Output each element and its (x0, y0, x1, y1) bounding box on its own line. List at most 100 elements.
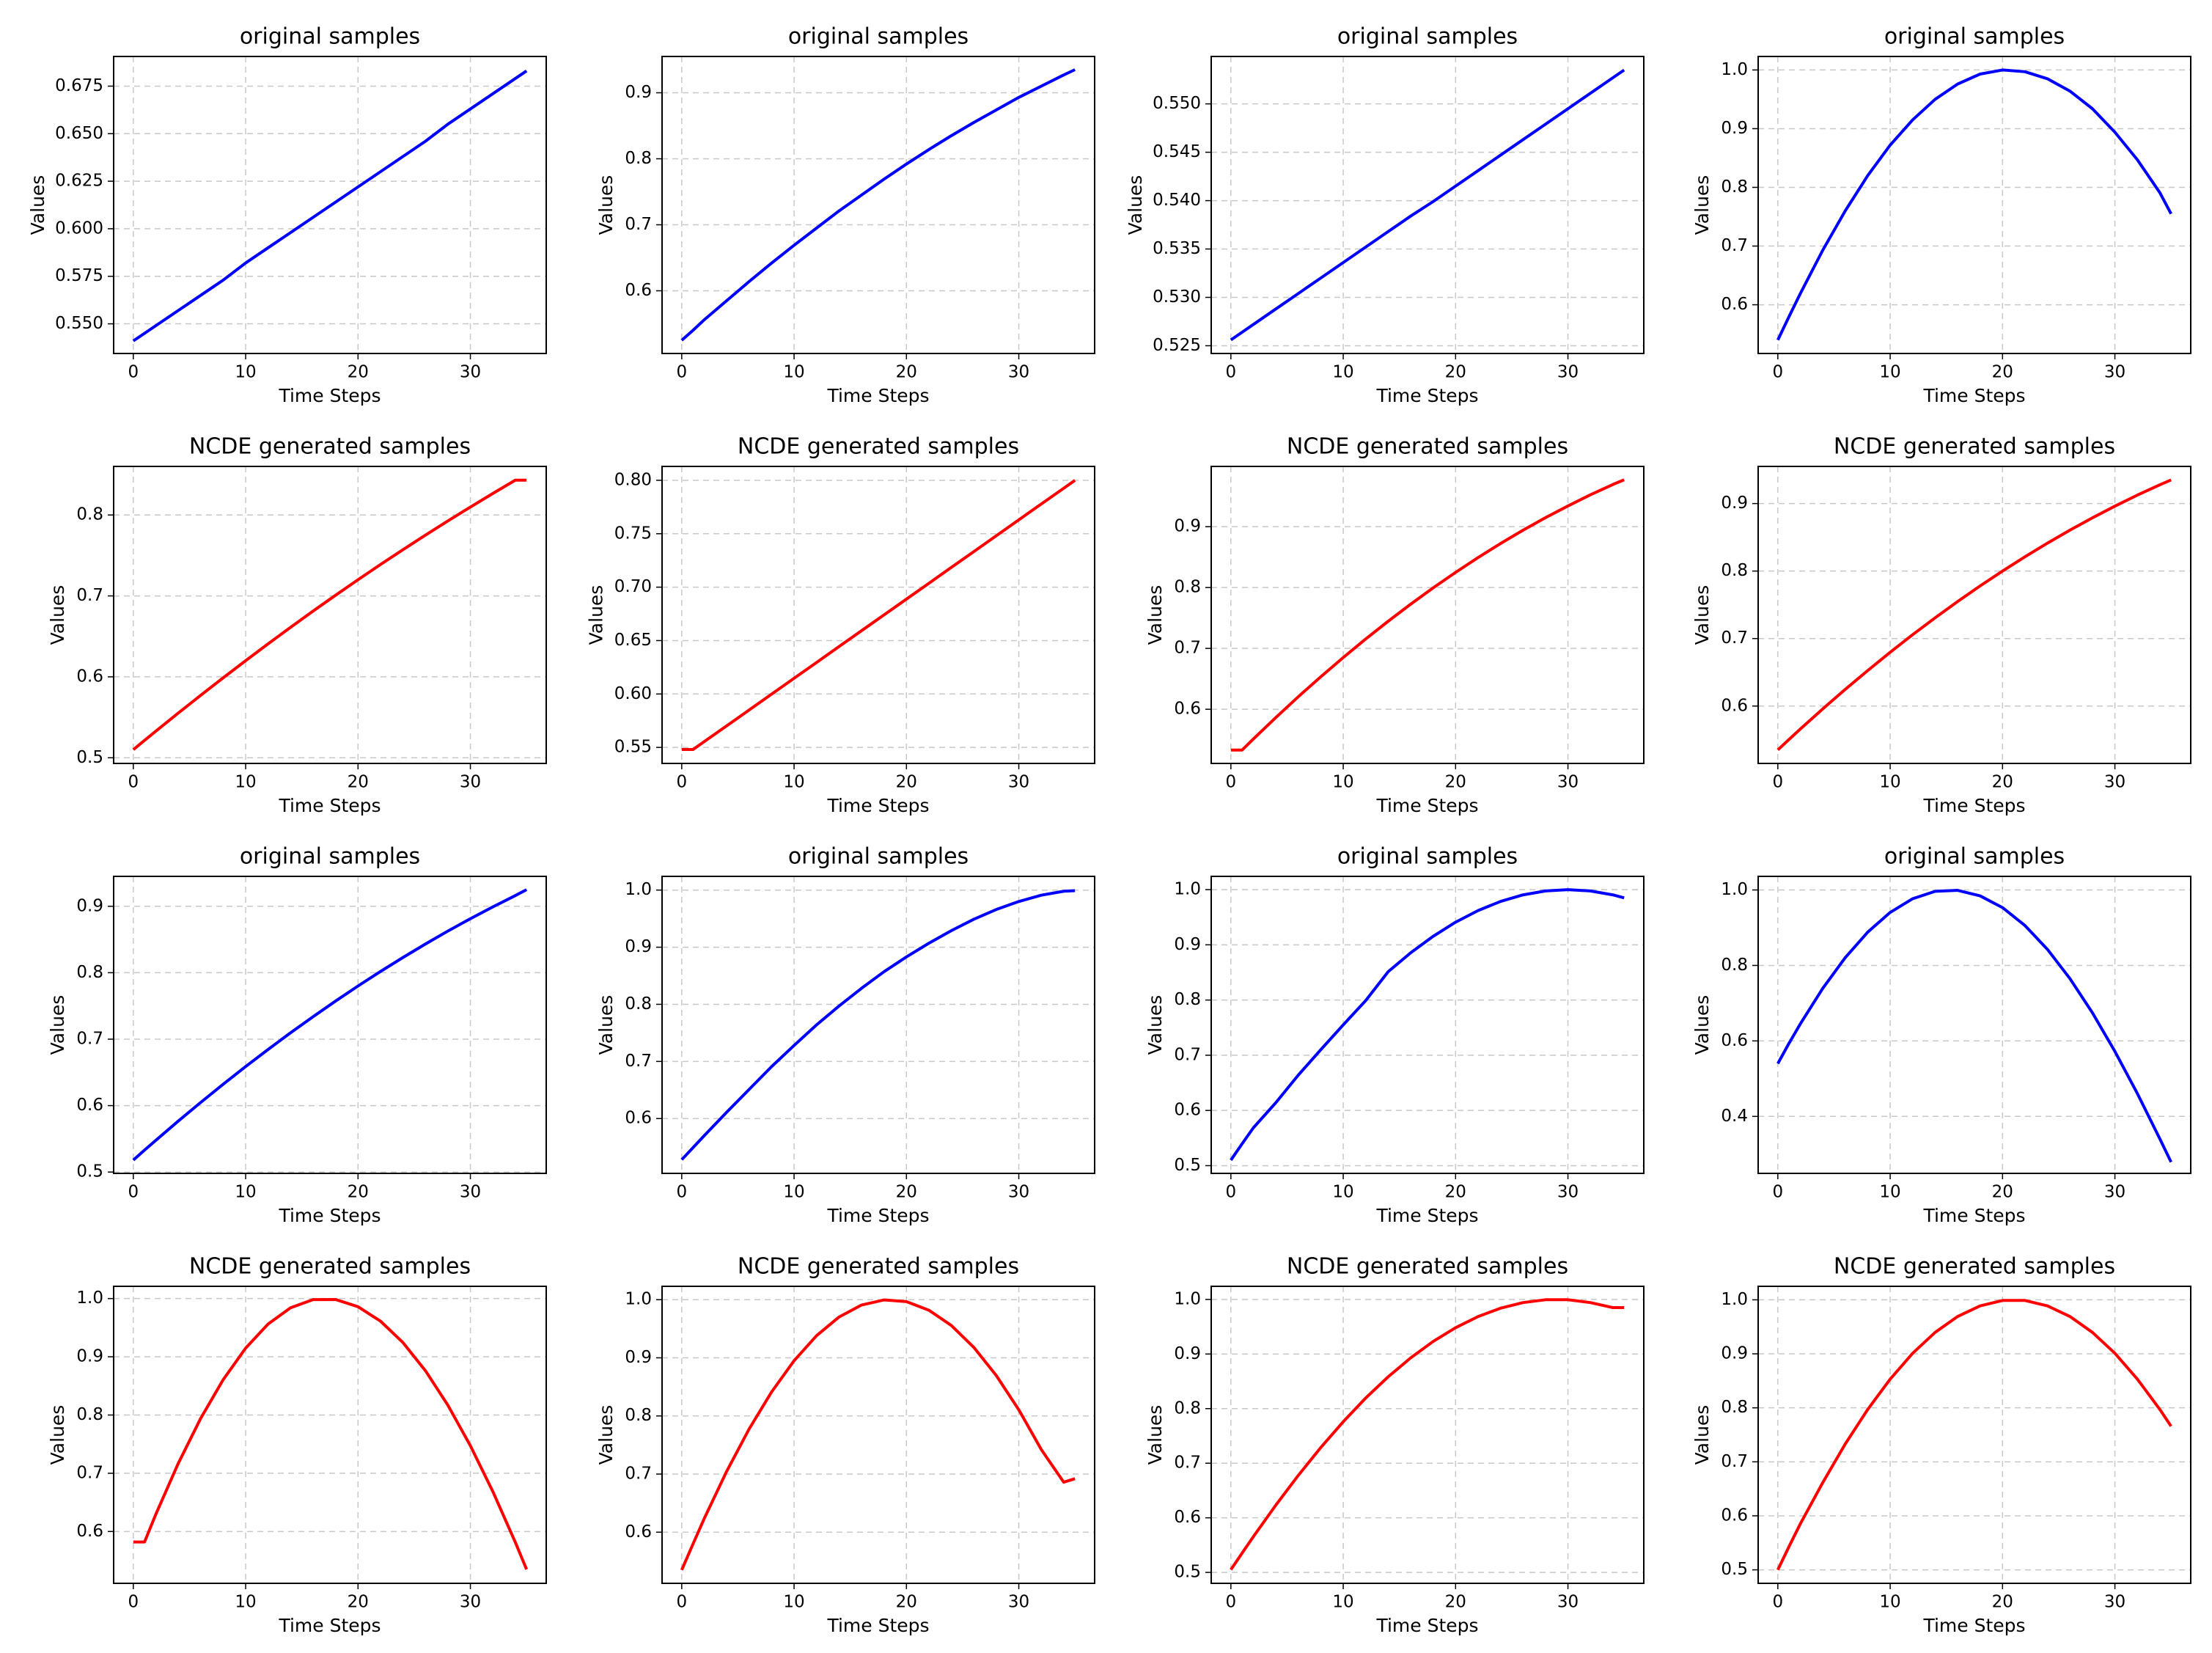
x-tick-label: 20 (1992, 773, 2013, 792)
y-tick-label: 0.9 (1721, 1344, 1748, 1363)
y-tick-label: 1.0 (1174, 880, 1201, 899)
subplot-title: NCDE generated samples (738, 1254, 1019, 1280)
data-line (680, 1298, 1076, 1571)
axes-frame (1757, 56, 2191, 354)
subplot-title: original samples (1337, 24, 1518, 50)
y-tick-label: 0.6 (76, 667, 103, 686)
y-tick-label: 0.70 (614, 577, 652, 596)
subplot: 0.6 0.7 0.8 0.9 1.0 0 10 20 30 NCDE generated sam… (595, 1254, 1095, 1636)
y-tick-label: 0.7 (76, 1029, 103, 1048)
y-tick-label: 0.7 (625, 1052, 652, 1071)
y-tick-label: 0.600 (55, 219, 103, 238)
x-tick-label: 0 (1772, 1593, 1783, 1612)
y-tick-label: 1.0 (1721, 60, 1748, 79)
x-tick-label: 10 (235, 1183, 256, 1202)
x-tick-label: 10 (783, 1593, 804, 1612)
y-tick-label: 0.7 (76, 1463, 103, 1482)
subplot: 0.6 0.7 0.8 0.9 1.0 0 10 20 30 original samples Ti… (1691, 24, 2191, 406)
axes-frame (1757, 876, 2191, 1174)
x-tick-label: 30 (460, 773, 481, 792)
y-tick-label: 0.65 (614, 631, 652, 650)
y-tick-label: 0.8 (1174, 1399, 1201, 1418)
data-line (680, 889, 1076, 1161)
x-tick-label: 30 (1557, 773, 1579, 792)
axes-frame (113, 876, 547, 1174)
y-axis-label: Values (595, 1405, 617, 1465)
y-tick-label: 0.6 (1174, 700, 1201, 719)
y-tick-label: 0.9 (1174, 517, 1201, 536)
y-tick-label: 0.9 (625, 1348, 652, 1367)
y-tick-label: 0.7 (1174, 639, 1201, 658)
y-tick-label: 0.6 (1721, 1506, 1748, 1525)
subplot-title: NCDE generated samples (1834, 434, 2115, 460)
y-tick-label: 0.8 (625, 149, 652, 168)
axes-frame (1210, 876, 1645, 1174)
data-line (680, 68, 1076, 342)
y-tick-label: 0.4 (1721, 1107, 1748, 1126)
y-axis-label: Values (1691, 175, 1713, 235)
x-tick-label: 30 (1008, 1183, 1029, 1202)
x-tick-label: 30 (460, 1593, 481, 1612)
axes-frame (113, 56, 547, 354)
x-axis-label: Time Steps (1922, 795, 2025, 816)
axes-frame (113, 466, 547, 764)
data-line (1230, 478, 1625, 752)
y-tick-label: 0.7 (1721, 236, 1748, 255)
y-tick-label: 0.60 (614, 684, 652, 703)
subplot: 0.4 0.6 0.8 1.0 0 10 20 30 original samples Time … (1691, 844, 2191, 1226)
x-tick-label: 10 (235, 773, 256, 792)
axes-frame (1210, 466, 1645, 764)
y-tick-label: 0.650 (55, 124, 103, 143)
x-tick-label: 20 (1445, 773, 1466, 792)
y-axis-label: Values (1144, 585, 1166, 645)
x-tick-label: 0 (1772, 773, 1783, 792)
y-tick-label: 0.6 (625, 281, 652, 300)
y-tick-label: 0.6 (1174, 1101, 1201, 1120)
x-tick-label: 10 (1332, 1593, 1353, 1612)
x-axis-label: Time Steps (278, 1205, 381, 1226)
subplot: 0.6 0.7 0.8 0.9 0 10 20 30 NCDE generated sample… (1691, 434, 2191, 816)
y-tick-label: 0.8 (76, 505, 103, 524)
data-line (1776, 1299, 2172, 1571)
subplot-title: NCDE generated samples (189, 1254, 471, 1280)
x-tick-label: 10 (783, 773, 804, 792)
axes-frame (1757, 1286, 2191, 1584)
x-tick-label: 0 (128, 773, 139, 792)
subplot: 0.5 0.6 0.7 0.8 0.9 1.0 0 10 20 30 original sample… (1144, 844, 1645, 1226)
y-tick-label: 0.6 (1174, 1508, 1201, 1527)
subplot-title: original samples (1884, 24, 2065, 50)
subplot: 0.525 0.530 0.535 0.540 0.545 0.550 0 10 20 30 ori… (1125, 24, 1645, 406)
x-tick-label: 10 (1879, 1593, 1900, 1612)
x-tick-label: 30 (2104, 363, 2125, 382)
data-line (1776, 68, 2172, 341)
y-tick-label: 0.6 (625, 1522, 652, 1542)
axes-frame (113, 1286, 547, 1584)
x-tick-label: 30 (460, 363, 481, 382)
y-tick-label: 0.7 (1721, 628, 1748, 648)
x-tick-label: 30 (2104, 1593, 2125, 1612)
x-tick-label: 0 (1225, 1183, 1236, 1202)
y-tick-label: 0.540 (1153, 191, 1201, 210)
y-axis-label: Values (47, 1405, 68, 1465)
y-axis-label: Values (47, 585, 68, 645)
subplot: 0.5 0.6 0.7 0.8 0.9 0 10 20 30 original samples Ti… (47, 844, 547, 1226)
x-tick-label: 30 (1557, 1593, 1579, 1612)
x-axis-label: Time Steps (1375, 1205, 1478, 1226)
x-tick-label: 20 (896, 773, 917, 792)
axes-frame (1757, 466, 2191, 764)
y-tick-label: 0.80 (614, 470, 652, 489)
subplot: 0.6 0.7 0.8 0.9 0 10 20 30 original samples Time … (595, 24, 1095, 406)
data-line (1776, 889, 2172, 1163)
x-tick-label: 10 (1879, 363, 1900, 382)
y-tick-label: 0.7 (76, 586, 103, 605)
x-tick-label: 20 (1445, 1183, 1466, 1202)
y-tick-label: 0.675 (55, 76, 103, 95)
x-tick-label: 30 (2104, 773, 2125, 792)
y-tick-label: 1.0 (1721, 880, 1748, 899)
x-axis-label: Time Steps (826, 795, 929, 816)
x-tick-label: 0 (676, 363, 687, 382)
y-tick-label: 0.5 (1174, 1563, 1201, 1582)
y-tick-label: 0.8 (1174, 990, 1201, 1009)
